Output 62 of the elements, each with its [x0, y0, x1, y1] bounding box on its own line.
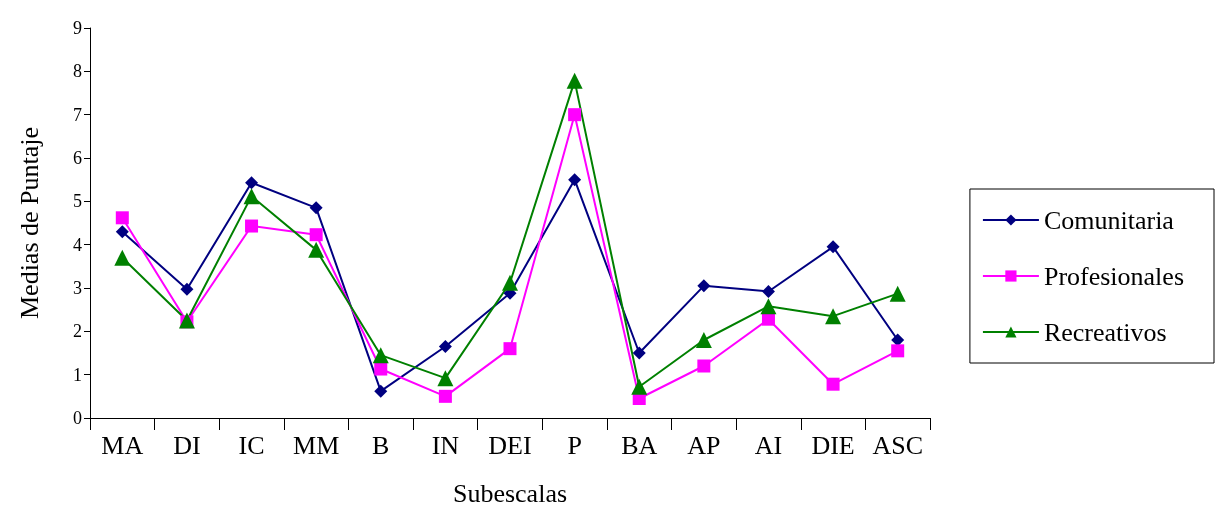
x-tick-label: DIE	[811, 430, 855, 460]
x-tick-label: MM	[293, 430, 340, 460]
point	[245, 176, 259, 190]
point	[826, 377, 840, 391]
point	[309, 228, 323, 242]
y-tick-label: 9	[73, 18, 82, 38]
y-tick-label: 0	[73, 408, 82, 428]
point	[761, 284, 775, 298]
point	[695, 332, 712, 348]
y-tick-label: 5	[73, 191, 82, 212]
point	[566, 72, 583, 89]
point	[632, 346, 646, 360]
legend-label: Profesionales	[1043, 261, 1185, 291]
point	[761, 312, 775, 326]
point	[115, 211, 129, 225]
point	[245, 219, 259, 233]
legend-label: Comunitaria	[1043, 205, 1175, 235]
point	[568, 108, 582, 122]
x-tick-label: P	[567, 430, 582, 460]
point	[631, 378, 648, 395]
point	[826, 240, 840, 254]
y-tick-label: 6	[73, 148, 82, 168]
x-tick-label: B	[372, 430, 390, 460]
y-tick-label: 1	[73, 364, 82, 385]
point	[374, 362, 388, 376]
y-tick-label: 4	[73, 234, 82, 255]
point	[825, 308, 842, 325]
point	[503, 342, 517, 356]
point	[308, 241, 325, 258]
point	[502, 274, 518, 291]
point	[891, 344, 905, 358]
point	[568, 173, 582, 187]
point	[697, 359, 711, 373]
point	[180, 282, 194, 296]
x-tick-label: ASC	[872, 430, 923, 460]
point	[438, 340, 452, 353]
x-tick-label: BA	[621, 430, 658, 460]
point	[438, 389, 452, 403]
x-tick-label: DEI	[488, 430, 532, 460]
x-tick-label: MA	[101, 430, 144, 460]
point	[697, 279, 711, 293]
x-tick-label: AI	[754, 430, 783, 460]
point	[243, 188, 260, 205]
x-tick-label: IN	[431, 430, 460, 460]
point	[114, 249, 131, 266]
x-tick-label: AP	[687, 430, 721, 460]
point	[889, 285, 906, 302]
point	[760, 298, 777, 315]
y-axis-title: Medias de Puntaje	[14, 126, 44, 320]
y-tick-label: 7	[73, 104, 82, 125]
legend-label: Recreativos	[1043, 317, 1167, 347]
point	[309, 201, 323, 215]
point	[437, 370, 454, 387]
point	[372, 347, 389, 364]
point	[374, 384, 388, 398]
y-tick-label: 3	[73, 278, 82, 298]
x-tick-label: IC	[238, 430, 265, 460]
point	[115, 225, 129, 239]
x-tick-label: DI	[173, 430, 201, 460]
y-tick-label: 2	[73, 321, 82, 342]
x-axis-title: Subescalas	[452, 478, 568, 508]
y-tick-label: 8	[73, 61, 82, 82]
